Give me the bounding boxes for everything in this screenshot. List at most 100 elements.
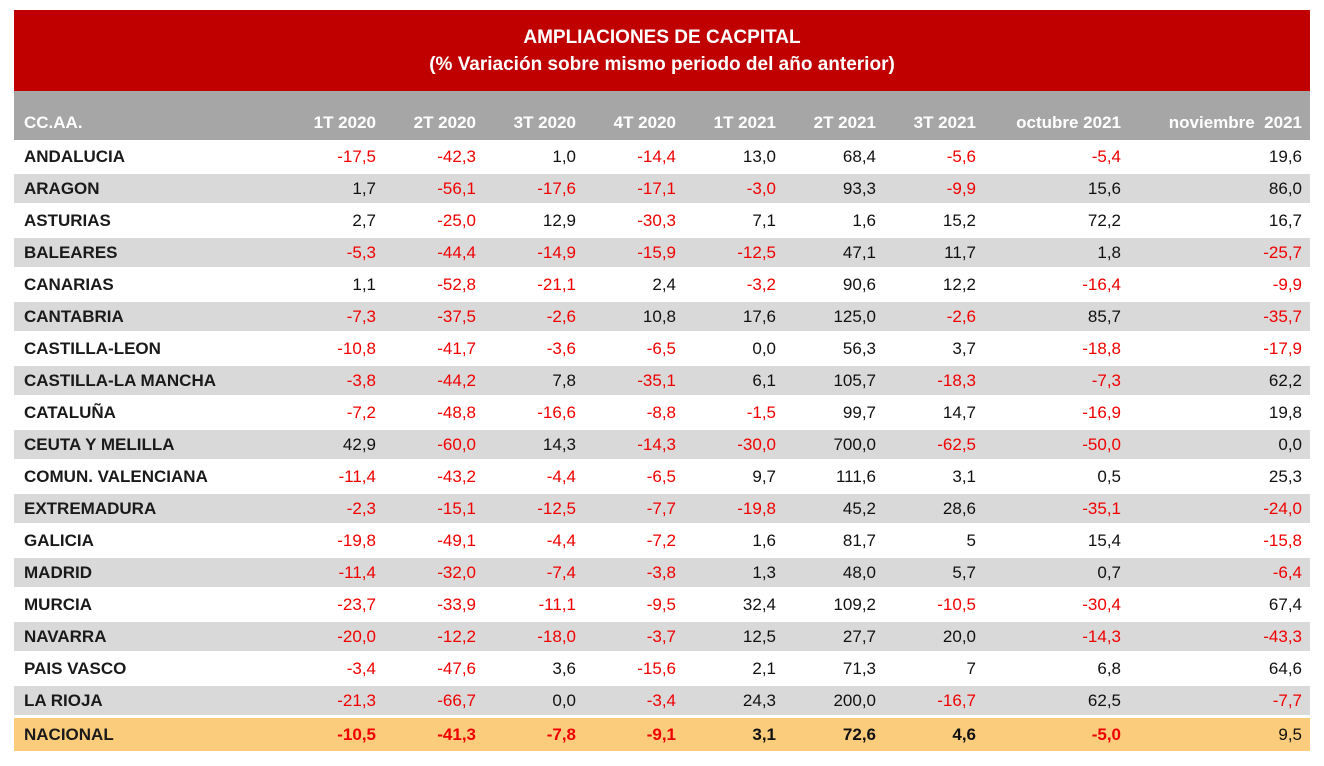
value-cell: -10,5 — [284, 716, 384, 754]
value-cell: -11,4 — [284, 556, 384, 590]
value-cell: 109,2 — [784, 588, 884, 622]
value-cell: 20,0 — [884, 620, 984, 654]
value-cell: 90,6 — [784, 268, 884, 302]
table-row: LA RIOJA -21,3 -66,7 0,0 -3,4 24,3 200,0 -16,7 6… — [14, 684, 1310, 718]
value-cell: -49,1 — [384, 524, 484, 558]
table-row: CANARIAS 1,1 -52,8 -21,1 2,4 -3,2 90,6 12,2 -16,… — [14, 268, 1310, 302]
value-cell: 105,7 — [784, 364, 884, 398]
value-cell: 7,1 — [684, 204, 784, 238]
value-cell: -43,2 — [384, 460, 484, 494]
row-label: CATALUÑA — [14, 396, 284, 430]
value-cell: -56,1 — [384, 172, 484, 206]
value-cell: 12,5 — [684, 620, 784, 654]
value-cell: 1,8 — [984, 236, 1129, 270]
row-label: CANTABRIA — [14, 300, 284, 334]
row-label: PAIS VASCO — [14, 652, 284, 686]
value-cell: 4,6 — [884, 716, 984, 754]
column-header-period-7: octubre 2021 — [984, 91, 1129, 142]
value-cell: 42,9 — [284, 428, 384, 462]
value-cell: 1,1 — [284, 268, 384, 302]
value-cell: 86,0 — [1129, 172, 1310, 206]
row-label: LA RIOJA — [14, 684, 284, 718]
value-cell: -6,5 — [584, 460, 684, 494]
value-cell: 1,3 — [684, 556, 784, 590]
value-cell: 2,7 — [284, 204, 384, 238]
value-cell: -4,4 — [484, 460, 584, 494]
value-cell: 14,7 — [884, 396, 984, 430]
table-row: CATALUÑA -7,2 -48,8 -16,6 -8,8 -1,5 99,7 14,7 -1… — [14, 396, 1310, 430]
value-cell: -18,0 — [484, 620, 584, 654]
value-cell: 0,0 — [684, 332, 784, 366]
table-row: ANDALUCIA -17,5 -42,3 1,0 -14,4 13,0 68,4 -5,6-… — [14, 141, 1310, 174]
row-label: CASTILLA-LA MANCHA — [14, 364, 284, 398]
value-cell: 2,1 — [684, 652, 784, 686]
value-cell: 0,5 — [984, 460, 1129, 494]
column-header-row: CC.AA. 1T 2020 2T 2020 3T 2020 4T 2020 1T 20… — [14, 91, 1310, 142]
value-cell: -20,0 — [284, 620, 384, 654]
value-cell: -7,3 — [984, 364, 1129, 398]
value-cell: -52,8 — [384, 268, 484, 302]
value-cell: -44,2 — [384, 364, 484, 398]
value-cell: -18,8 — [984, 332, 1129, 366]
value-cell: 25,3 — [1129, 460, 1310, 494]
value-cell: 15,4 — [984, 524, 1129, 558]
value-cell: -41,3 — [384, 716, 484, 754]
value-cell: -15,6 — [584, 652, 684, 686]
value-cell: -11,1 — [484, 588, 584, 622]
table-title-line1: AMPLIACIONES DE CACPITAL — [523, 27, 801, 48]
value-cell: 14,3 — [484, 428, 584, 462]
value-cell: -32,0 — [384, 556, 484, 590]
value-cell: 27,7 — [784, 620, 884, 654]
value-cell: 1,6 — [684, 524, 784, 558]
value-cell: -3,0 — [684, 172, 784, 206]
value-cell: -15,9 — [584, 236, 684, 270]
value-cell: -33,9 — [384, 588, 484, 622]
row-label: COMUN. VALENCIANA — [14, 460, 284, 494]
value-cell: -19,8 — [684, 492, 784, 526]
value-cell: 5,7 — [884, 556, 984, 590]
value-cell: -10,5 — [884, 588, 984, 622]
column-header-period-0: 1T 2020 — [284, 91, 384, 142]
value-cell: 72,6 — [784, 716, 884, 754]
row-label: ASTURIAS — [14, 204, 284, 238]
value-cell: 7 — [884, 652, 984, 686]
value-cell: -9,1 — [584, 716, 684, 754]
value-cell: -44,4 — [384, 236, 484, 270]
value-cell: 0,0 — [1129, 428, 1310, 462]
value-cell: -47,6 — [384, 652, 484, 686]
value-cell: -43,3 — [1129, 620, 1310, 654]
value-cell: -14,9 — [484, 236, 584, 270]
value-cell: -15,8 — [1129, 524, 1310, 558]
value-cell: 1,7 — [284, 172, 384, 206]
value-cell: -19,8 — [284, 524, 384, 558]
value-cell: -17,9 — [1129, 332, 1310, 366]
value-cell: -16,6 — [484, 396, 584, 430]
value-cell: -50,0 — [984, 428, 1129, 462]
value-cell: -10,8 — [284, 332, 384, 366]
capital-increases-table: AMPLIACIONES DE CACPITAL (% Variación so… — [14, 10, 1310, 754]
data-table: CC.AA. 1T 2020 2T 2020 3T 2020 4T 2020 1T 20… — [14, 91, 1310, 754]
value-cell: -3,4 — [584, 684, 684, 718]
value-cell: 28,6 — [884, 492, 984, 526]
value-cell: -66,7 — [384, 684, 484, 718]
value-cell: -7,2 — [584, 524, 684, 558]
value-cell: -60,0 — [384, 428, 484, 462]
value-cell: -3,4 — [284, 652, 384, 686]
value-cell: -3,2 — [684, 268, 784, 302]
value-cell: -18,3 — [884, 364, 984, 398]
value-cell: 72,2 — [984, 204, 1129, 238]
value-cell: 9,7 — [684, 460, 784, 494]
value-cell: -35,7 — [1129, 300, 1310, 334]
row-label: CANARIAS — [14, 268, 284, 302]
value-cell: 16,7 — [1129, 204, 1310, 238]
value-cell: -30,3 — [584, 204, 684, 238]
value-cell: -35,1 — [584, 364, 684, 398]
value-cell: -15,1 — [384, 492, 484, 526]
table-row: PAIS VASCO -3,4 -47,6 3,6 -15,6 2,1 71,3 7 6,8 64… — [14, 652, 1310, 686]
row-label: NACIONAL — [14, 716, 284, 754]
value-cell: -5,3 — [284, 236, 384, 270]
value-cell: 85,7 — [984, 300, 1129, 334]
value-cell: -4,4 — [484, 524, 584, 558]
value-cell: 17,6 — [684, 300, 784, 334]
table-row: CEUTA Y MELILLA 42,9 -60,0 14,3 -14,3 -30,0 70… — [14, 428, 1310, 462]
